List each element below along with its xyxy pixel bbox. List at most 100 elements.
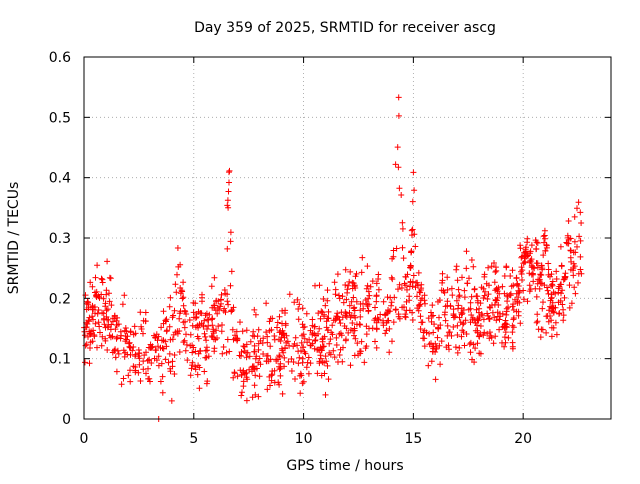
data-point (534, 240, 541, 246)
data-point (412, 243, 419, 250)
data-point (336, 292, 342, 299)
data-point (180, 294, 187, 301)
data-point (456, 314, 463, 321)
data-point (450, 324, 457, 330)
data-point (373, 292, 380, 299)
data-point (257, 337, 264, 344)
data-point (121, 353, 128, 360)
x-tick-label: 0 (80, 431, 89, 447)
data-point (181, 324, 188, 331)
data-point (345, 329, 352, 336)
data-point (446, 346, 452, 353)
data-point (548, 271, 555, 278)
data-point (552, 319, 559, 326)
data-point (528, 271, 535, 278)
data-point (493, 317, 500, 324)
data-point (251, 342, 258, 349)
data-point (358, 269, 365, 276)
data-point (119, 301, 126, 308)
data-point (545, 266, 552, 273)
data-point (349, 320, 356, 326)
data-point (224, 336, 231, 343)
data-point (112, 326, 119, 333)
data-point (114, 322, 120, 328)
data-point (122, 325, 129, 331)
data-point (388, 302, 395, 309)
x-axis-label: GPS time / hours (286, 458, 403, 474)
data-point (428, 358, 435, 365)
data-point (455, 286, 462, 293)
data-point (566, 282, 573, 289)
data-point (265, 358, 272, 365)
data-point (344, 289, 351, 296)
data-point (577, 237, 584, 244)
data-point (325, 308, 332, 315)
data-point (180, 279, 187, 286)
data-point (484, 310, 491, 317)
data-point (263, 329, 270, 336)
y-tick-label: 0.5 (49, 110, 71, 126)
data-point (118, 381, 125, 388)
data-point (493, 267, 500, 274)
data-point (548, 304, 555, 311)
data-point (560, 317, 567, 324)
data-point (373, 344, 380, 351)
data-point (407, 279, 414, 286)
data-point (227, 229, 234, 236)
data-point (398, 192, 405, 198)
data-point (159, 373, 166, 380)
data-point (423, 329, 430, 336)
data-point (334, 271, 341, 278)
data-point (403, 307, 410, 314)
data-points (81, 94, 585, 422)
data-point (509, 267, 516, 274)
data-point (418, 281, 425, 288)
data-point (351, 332, 357, 339)
data-point (532, 285, 539, 292)
data-point (226, 179, 232, 186)
data-point (327, 336, 334, 343)
data-point (296, 354, 303, 361)
data-point (324, 287, 331, 294)
data-point (561, 275, 568, 282)
data-point (528, 242, 535, 249)
data-point (470, 341, 477, 348)
data-point (455, 293, 462, 300)
data-point (284, 338, 291, 345)
data-point (372, 338, 378, 345)
y-tick-label: 0 (62, 412, 71, 428)
data-point (494, 294, 501, 301)
data-point (333, 342, 340, 348)
data-point (369, 278, 376, 285)
data-point (415, 269, 422, 276)
data-point (561, 294, 568, 301)
data-point (425, 362, 432, 369)
data-point (550, 289, 557, 296)
data-point (353, 298, 360, 305)
data-point (337, 320, 344, 327)
data-point (208, 283, 215, 290)
data-point (298, 339, 305, 346)
data-point (94, 344, 100, 351)
data-point (202, 354, 209, 361)
data-point (288, 368, 295, 374)
data-point (422, 300, 428, 307)
data-point (300, 378, 307, 385)
data-point (292, 334, 299, 341)
data-point (549, 299, 556, 306)
data-point (480, 285, 487, 292)
data-point (357, 313, 364, 320)
data-point (252, 355, 259, 362)
data-point (90, 306, 97, 313)
data-point (276, 313, 283, 320)
data-point (475, 333, 482, 340)
data-point (231, 369, 238, 376)
data-point (365, 288, 372, 295)
data-point (455, 302, 462, 309)
data-point (196, 364, 203, 371)
data-point (342, 282, 349, 288)
data-point (131, 323, 138, 330)
data-point (201, 368, 208, 375)
data-point (197, 347, 204, 354)
data-point (468, 293, 475, 300)
